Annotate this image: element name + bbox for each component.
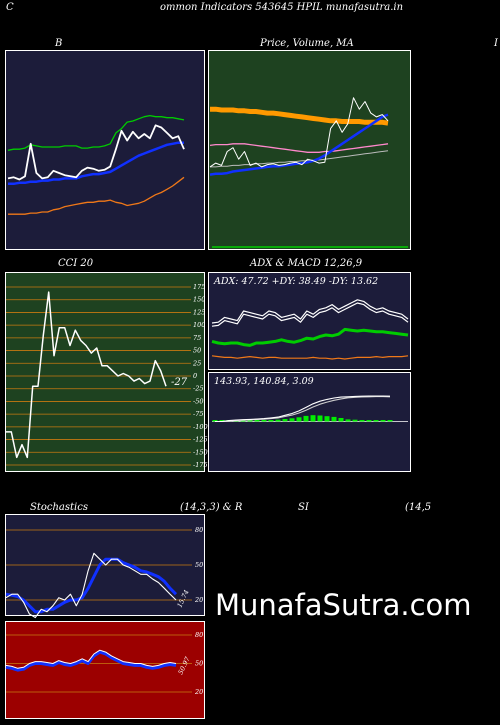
macd-histogram-bar — [275, 419, 281, 422]
cci-tick-label: 175 — [193, 283, 205, 291]
cci-tick-label: -50 — [193, 397, 203, 405]
rsi-line — [5, 649, 177, 669]
macd-panel — [208, 372, 411, 472]
right-edge-mark: I — [494, 38, 498, 49]
ma-orange-band — [210, 106, 389, 126]
header-left-char: C — [6, 2, 14, 13]
macd-histogram-bar — [303, 415, 309, 422]
cci-tick-label: -150 — [193, 448, 208, 456]
macd-histogram-bar — [331, 416, 337, 422]
cci-title: CCI 20 — [58, 258, 94, 269]
bollinger-panel — [5, 50, 205, 250]
macd-values-label: 143.93, 140.84, 3.09 — [214, 376, 314, 387]
macd-histogram-bar — [296, 417, 302, 422]
cci-last-label: -27 — [171, 377, 188, 388]
macd-histogram-bar — [359, 420, 365, 422]
cci-tick-label: 50 — [193, 347, 201, 355]
macd-histogram-bar — [254, 420, 260, 422]
cci-tick-label: 25 — [192, 359, 201, 367]
macd-histogram-bar — [366, 420, 372, 422]
bb-upper-line — [7, 114, 185, 151]
rsi-params: (14,5 — [405, 502, 432, 513]
macd-histogram-bar — [373, 420, 379, 422]
cci-tick-label: 125 — [193, 308, 205, 316]
ma-gray-line — [210, 150, 389, 168]
adx-values-label: ADX: 47.72 +DY: 38.49 -DY: 13.62 — [214, 276, 379, 287]
minus-di-line — [211, 355, 409, 360]
macd-histogram-bar — [345, 419, 351, 422]
bb-middle-line — [8, 141, 184, 186]
stoch-d-line — [5, 557, 178, 614]
adx-panel — [208, 272, 411, 370]
munafasutra-watermark: MunafaSutra.com — [215, 588, 472, 622]
rsi-tick-label: 80 — [195, 631, 203, 639]
bollinger-title: B — [55, 38, 63, 49]
macd-histogram-bar — [317, 415, 323, 422]
rsi-smoothed-line — [5, 650, 177, 672]
bb-lower-line — [8, 176, 185, 215]
cci-tick-label: 150 — [193, 296, 205, 304]
price-ma-panel — [208, 50, 411, 250]
stoch-last-label: 15.74 — [176, 589, 191, 609]
cci-tick-label: -25 — [193, 385, 203, 393]
adx-title: ADX & MACD 12,26,9 — [250, 258, 363, 269]
stochastics-params: (14,3,3) & R — [180, 502, 243, 513]
header-title: ommon Indicators 543645 HPIL munafasutra… — [160, 2, 404, 13]
macd-histogram-bar — [338, 418, 344, 422]
cci-tick-label: -75 — [193, 410, 203, 418]
cci-tick-label: 75 — [193, 334, 201, 342]
macd-histogram-bar — [247, 420, 253, 422]
stochastics-title: Stochastics — [30, 502, 88, 513]
cci-panel — [5, 272, 205, 472]
macd-histogram-bar — [268, 420, 274, 422]
rsi-tick-label: 50 — [195, 660, 203, 668]
macd-histogram-bar — [310, 415, 316, 422]
macd-histogram-bar — [212, 420, 218, 422]
price-ma-title: Price, Volume, MA — [260, 38, 354, 49]
cci-tick-label: 0 — [193, 372, 197, 380]
cci-tick-label: -125 — [193, 436, 208, 444]
bb-price-line — [7, 124, 185, 181]
cci-tick-label: -100 — [193, 423, 208, 431]
rsi-last-label: 50.97 — [177, 655, 192, 676]
rsi-panel — [5, 621, 205, 719]
macd-histogram-bar — [352, 419, 358, 422]
cci-tick-label: -175 — [193, 461, 208, 469]
stoch-tick-label: 20 — [194, 596, 203, 604]
macd-histogram-bar — [289, 418, 295, 422]
macd-histogram-bar — [380, 420, 386, 422]
adx-line — [211, 327, 409, 347]
macd-histogram-bar — [261, 420, 267, 422]
stoch-tick-label: 80 — [195, 526, 203, 534]
rsi-tick-label: 20 — [194, 688, 203, 696]
macd-histogram-bar — [282, 419, 288, 422]
cci-tick-label: 100 — [193, 321, 205, 329]
stoch-tick-label: 50 — [195, 561, 203, 569]
cci-line — [6, 291, 167, 459]
stoch-k-line — [5, 552, 177, 619]
ma-pink-line — [209, 143, 389, 153]
macd-histogram-bar — [324, 416, 330, 422]
macd-line — [215, 395, 391, 423]
price-line — [209, 97, 389, 168]
macd-histogram-bar — [219, 420, 225, 422]
plus-di-line — [211, 299, 409, 324]
rsi-title: SI — [298, 502, 309, 513]
plus-di-line-inner — [211, 302, 409, 327]
macd-histogram-bar — [387, 420, 393, 422]
